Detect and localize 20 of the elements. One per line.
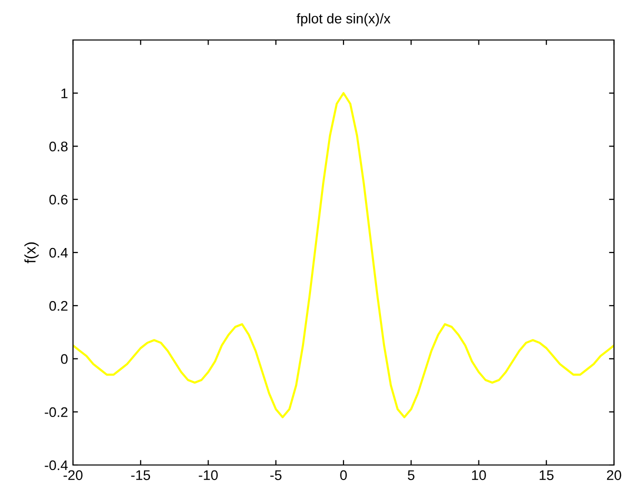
chart-title: fplot de sin(x)/x bbox=[296, 13, 390, 26]
y-tick-label: 0.2 bbox=[49, 300, 68, 311]
x-tick-label: 5 bbox=[408, 470, 414, 480]
x-tick-label: -20 bbox=[64, 470, 82, 480]
y-tick-label: 0.8 bbox=[49, 142, 68, 152]
y-tick-label: 1 bbox=[61, 88, 68, 98]
line-series bbox=[73, 92, 614, 418]
y-tick-label: 0.4 bbox=[49, 248, 68, 258]
x-tick-label: 20 bbox=[606, 470, 622, 480]
y-tick-label: 0.6 bbox=[49, 194, 68, 205]
y-tick-label: -0.2 bbox=[44, 407, 68, 418]
x-tick-label: -5 bbox=[270, 470, 282, 480]
x-tick-label: 0 bbox=[340, 470, 347, 480]
x-tick-label: 10 bbox=[472, 470, 486, 480]
y-axis-title: f(x) bbox=[24, 242, 39, 264]
x-tick-label: -10 bbox=[198, 470, 218, 480]
y-tick-label: 0 bbox=[60, 354, 68, 364]
x-tick-label: 15 bbox=[540, 470, 554, 480]
y-tick-label: -0.4 bbox=[44, 460, 68, 470]
x-tick-label: -15 bbox=[131, 470, 150, 480]
